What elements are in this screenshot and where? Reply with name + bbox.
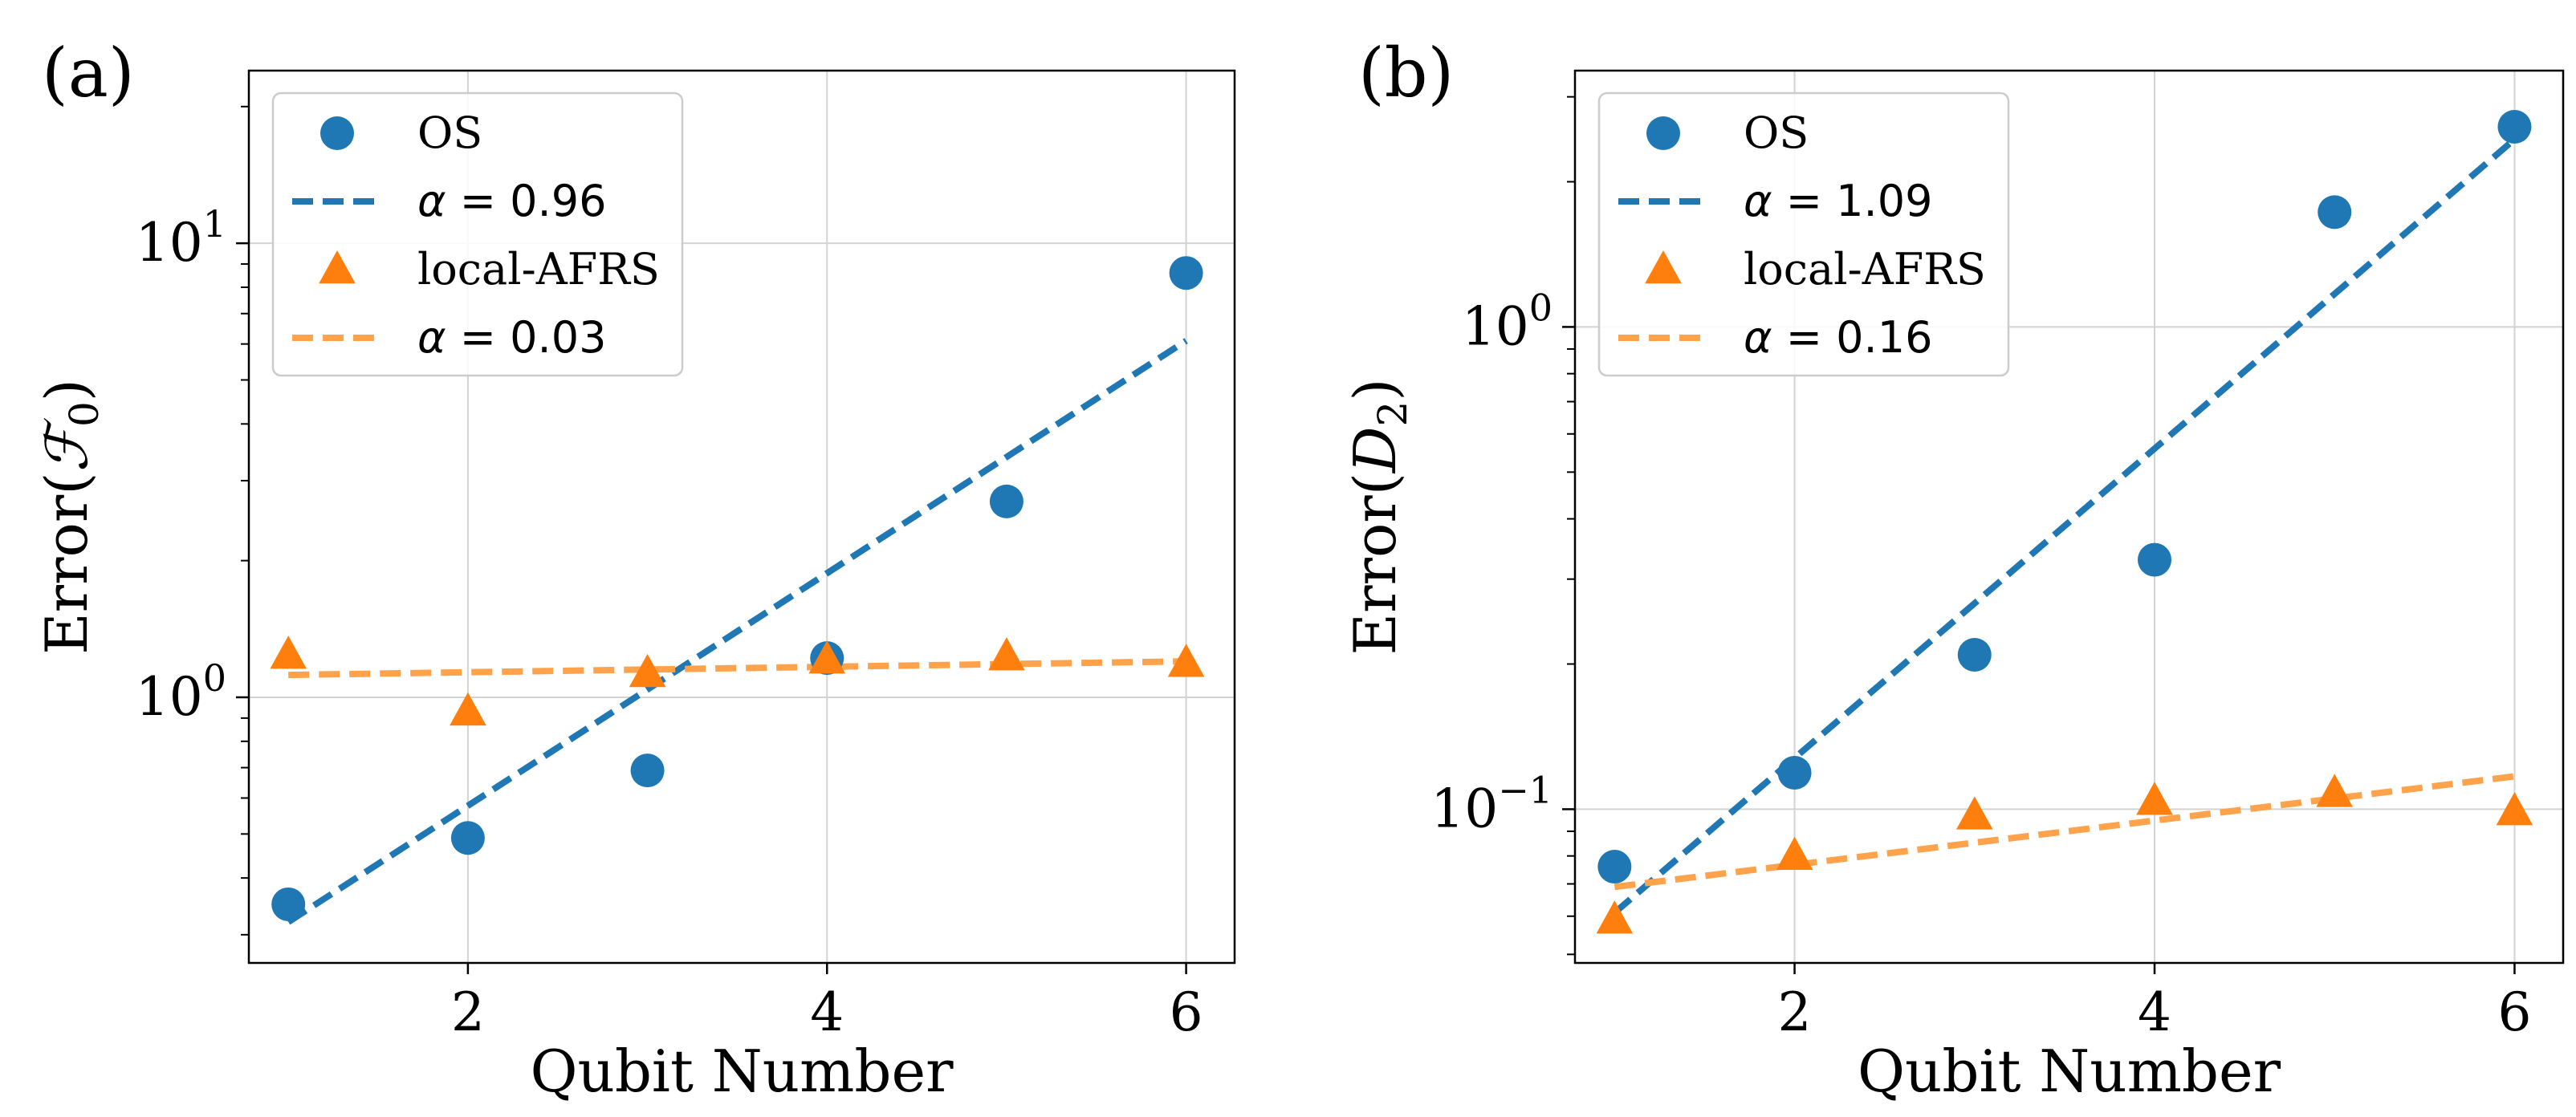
os-point: [1169, 256, 1203, 290]
x-tick-label: 4: [2138, 981, 2171, 1043]
afrs-point: [1776, 836, 1813, 870]
legend-alpha-value: = 0.16: [1772, 312, 1933, 363]
legend-marker-afrs: [1645, 250, 1682, 284]
y-axis-label-part: Error(: [33, 473, 100, 655]
afrs-point: [1955, 796, 1993, 830]
x-tick-label: 6: [2497, 981, 2531, 1043]
os-point: [450, 821, 485, 855]
afrs-point: [2316, 774, 2354, 807]
afrs-point: [1596, 900, 1634, 934]
y-axis-label-part: D: [1341, 426, 1409, 474]
y-tick-base: 10: [1462, 295, 1529, 357]
legend-alpha: α: [417, 312, 446, 363]
y-tick-base: 10: [136, 212, 203, 274]
legend-label: α = 1.09: [1744, 176, 1932, 226]
x-tick-label: 2: [451, 981, 485, 1043]
afrs-point: [2136, 782, 2173, 815]
legend-alpha: α: [1744, 176, 1772, 226]
legend-label: α = 0.03: [417, 312, 606, 363]
os-point: [271, 887, 306, 921]
legend-label: OS: [417, 108, 482, 158]
legend-label: α = 0.96: [417, 176, 606, 226]
os-point: [1957, 638, 1992, 672]
afrs-point: [450, 692, 486, 726]
os-point: [1777, 756, 1812, 790]
legend-marker-afrs: [319, 250, 356, 284]
y-tick-label: 101: [136, 202, 226, 274]
os-point: [2138, 542, 2172, 577]
y-tick-label: 10−1: [1430, 768, 1553, 839]
axes-frame: [247, 69, 1236, 965]
legend-box: [271, 91, 684, 377]
afrs-point: [629, 653, 666, 688]
legend-alpha: α: [417, 176, 446, 226]
os-fit-line: [1612, 136, 2517, 916]
legend-alpha-value: = 1.09: [1772, 176, 1933, 226]
os-point: [630, 753, 665, 788]
y-axis-label-part: 2: [1369, 401, 1416, 427]
legend-marker-os: [1646, 116, 1680, 150]
x-tick-label: 6: [1170, 981, 1203, 1043]
afrs-point: [270, 636, 307, 669]
y-tick-exponent: 0: [203, 656, 226, 700]
afrs-fit-line: [1614, 773, 2515, 891]
os-point: [2318, 195, 2352, 229]
axes-frame: [1573, 69, 2565, 965]
y-tick-label: 100: [136, 656, 226, 728]
y-tick-exponent: −1: [1498, 768, 1553, 811]
legend-label: local-AFRS: [1744, 244, 1986, 294]
legend-alpha: α: [1744, 312, 1772, 363]
y-axis-label-part: 0: [61, 401, 108, 427]
x-tick-label: 4: [810, 981, 844, 1043]
y-tick-exponent: 1: [203, 202, 226, 246]
os-fit-line: [287, 338, 1188, 925]
legend-marker-os: [320, 116, 354, 150]
y-axis-label-part: Error(: [1341, 473, 1409, 655]
afrs-point: [2496, 792, 2533, 826]
os-point: [2497, 110, 2532, 144]
y-axis-label-part: ): [1341, 379, 1409, 401]
y-axis-label: Error(D2): [1341, 379, 1416, 656]
y-tick-base: 10: [136, 666, 203, 728]
panel-label: (b): [1358, 34, 1454, 112]
legend-label: local-AFRS: [417, 244, 660, 294]
x-tick-label: 2: [1778, 981, 1812, 1043]
legend-alpha-value: = 0.96: [446, 176, 607, 226]
y-tick-exponent: 0: [1529, 286, 1553, 329]
panel-label: (a): [42, 34, 135, 112]
afrs-point: [808, 640, 846, 674]
y-axis-label: Error(ℱ0): [33, 379, 108, 655]
legend-label: OS: [1744, 108, 1809, 158]
y-axis-label-part: ): [33, 379, 100, 401]
legend: OS α = 1.09 local-AFRS α = 0.16: [1597, 91, 2010, 377]
legend: OS α = 0.96 local-AFRS α = 0.03: [271, 91, 684, 377]
y-tick-label: 100: [1462, 286, 1553, 357]
afrs-point: [1167, 644, 1205, 677]
os-point: [1597, 850, 1632, 884]
legend-label: α = 0.16: [1744, 312, 1932, 363]
y-tick-base: 10: [1430, 778, 1498, 839]
afrs-point: [988, 637, 1025, 671]
os-point: [989, 484, 1023, 518]
legend-alpha-value: = 0.03: [446, 312, 607, 363]
afrs-fit-line: [288, 658, 1186, 679]
x-axis-label: Qubit Number: [1858, 1038, 2281, 1105]
legend-box: [1597, 91, 2010, 377]
x-axis-label: Qubit Number: [530, 1038, 954, 1105]
